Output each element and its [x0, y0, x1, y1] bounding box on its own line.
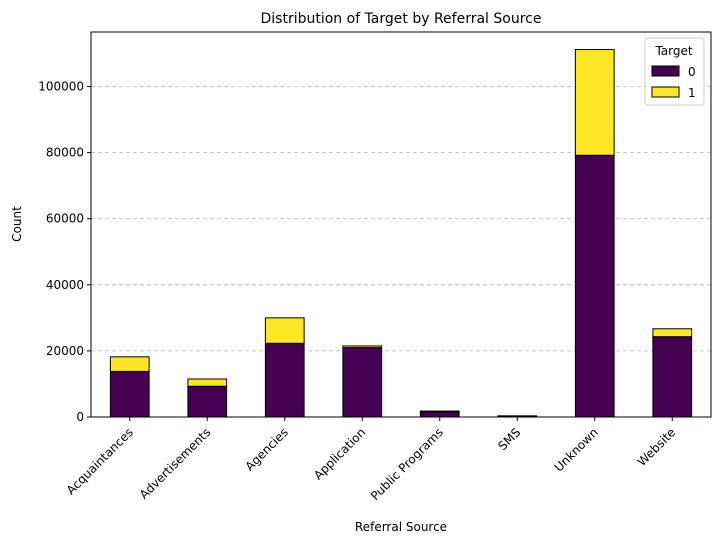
bars — [109, 49, 693, 418]
plot-frame — [90, 31, 712, 418]
bar-advertisements-target-0 — [187, 385, 228, 418]
y-tick-label: 100000 — [38, 80, 84, 94]
bar-acquaintances-target-0 — [109, 370, 150, 418]
bar-application-target-0 — [342, 347, 383, 418]
bar-advertisements-target-1 — [187, 378, 228, 387]
legend-label: 0 — [688, 65, 696, 79]
x-tick-label: SMS — [495, 425, 523, 453]
y-axis-label: Count — [10, 206, 24, 242]
legend-title: Target — [654, 44, 692, 58]
legend-swatch — [651, 65, 680, 77]
x-tick-label: Website — [635, 425, 679, 469]
legend-items: 01 — [651, 65, 696, 100]
x-tick-label: Advertisements — [137, 425, 214, 502]
y-tick-label: 0 — [76, 410, 84, 424]
bar-unknown-target-1 — [574, 49, 615, 156]
y-axis: 0 20000 40000 60000 80000 100000 — [38, 80, 91, 424]
bar-agencies-target-1 — [264, 317, 305, 344]
bar-public-programs-target-0 — [419, 411, 460, 418]
x-tick-label: Public Programs — [368, 425, 446, 503]
bar-acquaintances-target-1 — [109, 356, 150, 372]
y-tick-label: 60000 — [46, 212, 84, 226]
chart-title: Distribution of Target by Referral Sourc… — [261, 11, 542, 27]
bar-website-target-0 — [652, 336, 693, 418]
bar-application-target-1 — [342, 345, 383, 349]
bar-unknown-target-0 — [574, 154, 615, 418]
bar-public-programs-target-1 — [419, 410, 460, 413]
x-axis-label: Referral Source — [355, 520, 447, 534]
y-tick-label: 20000 — [46, 344, 84, 358]
grid-lines — [91, 86, 711, 352]
x-tick-label: Agencies — [243, 425, 291, 473]
x-tick-label: Acquaintances — [64, 425, 136, 497]
bar-website-target-1 — [652, 328, 693, 338]
y-tick-label: 80000 — [46, 146, 84, 160]
legend-label: 1 — [688, 86, 696, 100]
x-tick-label: Unknown — [552, 425, 601, 474]
x-tick-label: Application — [311, 425, 368, 482]
y-tick-label: 40000 — [46, 278, 84, 292]
legend-swatch — [651, 86, 680, 98]
x-axis: Acquaintances Advertisements Agencies Appli… — [64, 417, 679, 503]
legend: Target 01 — [644, 37, 705, 106]
bar-agencies-target-0 — [264, 342, 305, 418]
